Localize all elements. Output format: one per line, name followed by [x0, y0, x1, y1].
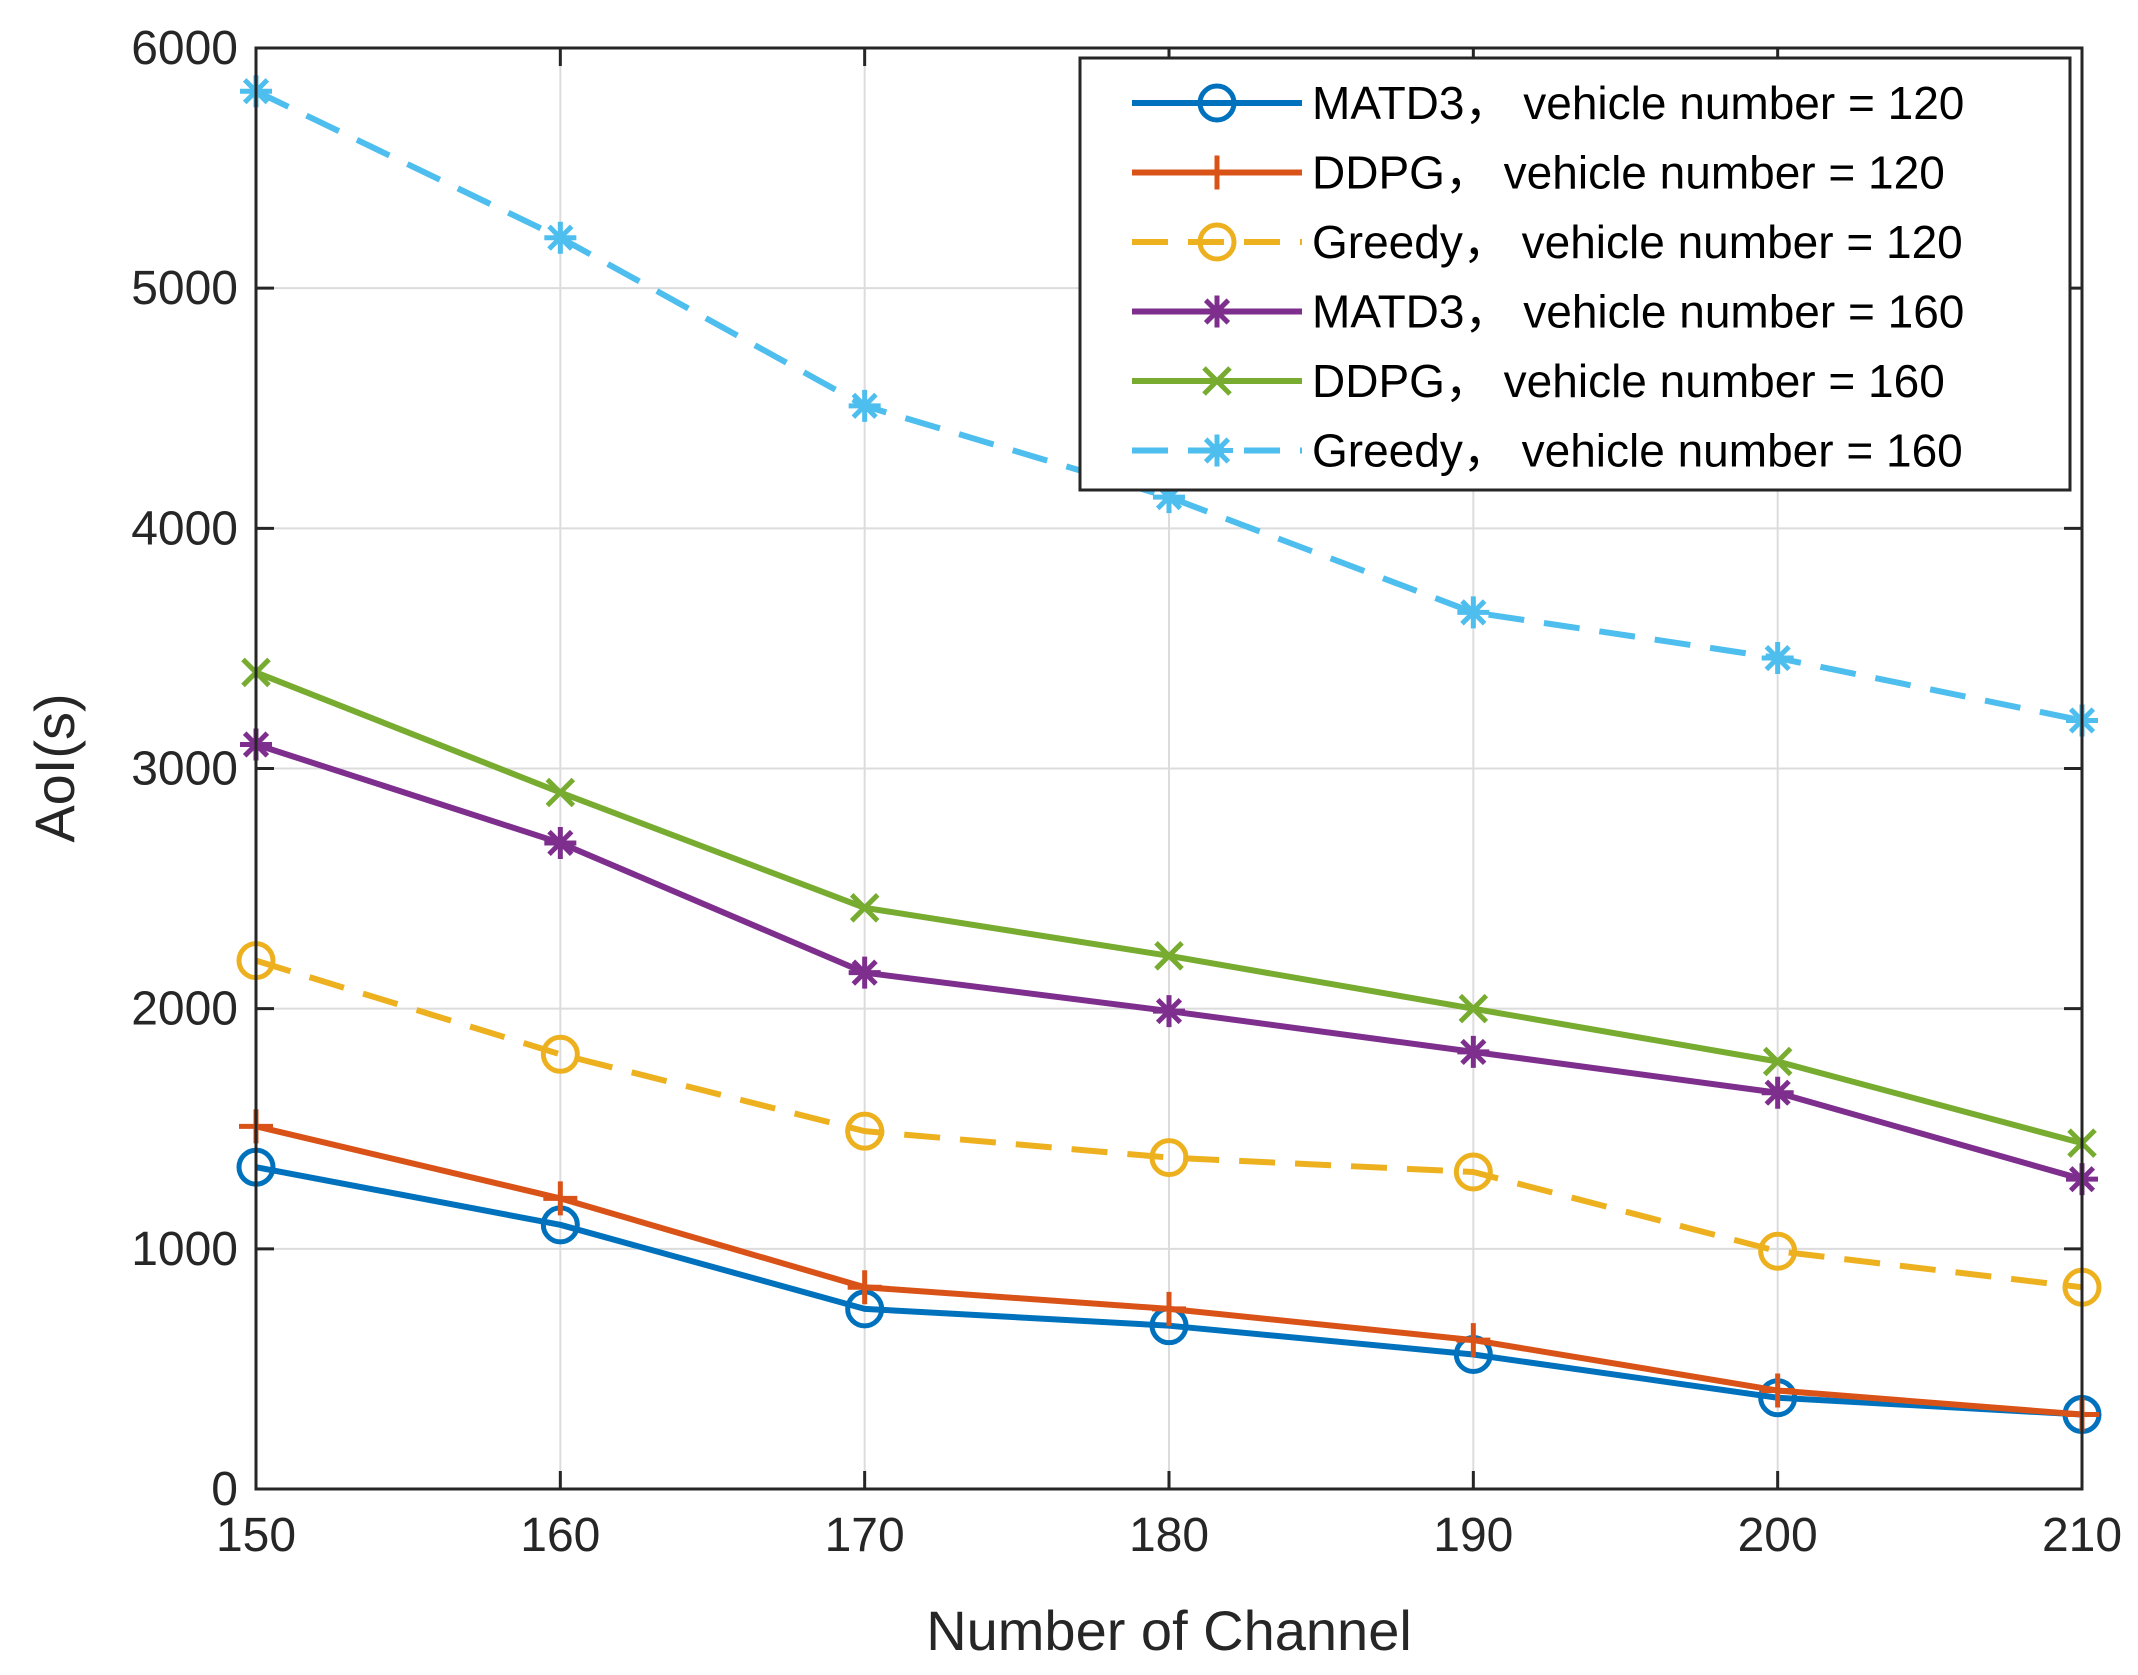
- legend-marker-5-shape: [1202, 366, 1232, 396]
- legend-entry-1: MATD3， vehicle number = 120: [1312, 77, 1964, 129]
- legend-entry-3: Greedy， vehicle number = 120: [1312, 216, 1963, 268]
- data-point-s6-4: [1153, 481, 1185, 514]
- data-point-s4-6-shape: [1761, 1076, 1794, 1109]
- data-point-s4-5-shape: [1457, 1035, 1490, 1068]
- series-group: [236, 75, 2102, 1435]
- data-point-s5-2-shape: [545, 777, 576, 808]
- legend-marker-2-shape: [1200, 155, 1234, 190]
- y-tick-label: 3000: [131, 743, 238, 796]
- data-point-s2-5: [1456, 1323, 1491, 1358]
- data-point-s6-6-shape: [1761, 642, 1794, 675]
- legend-marker-6-shape: [1201, 434, 1233, 467]
- y-tick-label: 6000: [131, 22, 238, 75]
- legend-entry-6: Greedy， vehicle number = 160: [1312, 425, 1963, 477]
- data-point-s6-4-shape: [1153, 481, 1185, 514]
- data-point-s3-6: [1758, 1231, 1798, 1271]
- data-point-s5-6: [1762, 1046, 1793, 1077]
- legend: MATD3， vehicle number = 120 DDPG， vehicle…: [1078, 56, 2072, 492]
- legend-entry-2: DDPG， vehicle number = 120: [1312, 147, 1945, 199]
- data-point-s2-5-shape: [1456, 1323, 1491, 1358]
- x-tick-label: 170: [825, 1509, 905, 1562]
- data-point-s3-6-shape: [1758, 1231, 1798, 1271]
- data-point-s4-6: [1761, 1076, 1794, 1109]
- legend-marker-3-shape: [1197, 222, 1237, 262]
- data-point-s4-4: [1153, 995, 1185, 1028]
- legend-marker-4-shape: [1201, 295, 1233, 328]
- data-point-s4-2-shape: [544, 826, 577, 859]
- data-point-s5-4-shape: [1154, 941, 1184, 971]
- data-point-s3-4: [1149, 1138, 1189, 1178]
- data-point-s2-4: [1152, 1291, 1186, 1326]
- legend-marker-2: [1200, 155, 1234, 190]
- data-point-s3-4-shape: [1149, 1138, 1189, 1178]
- data-point-s2-6-shape: [1760, 1373, 1795, 1408]
- data-point-s4-2: [544, 826, 577, 859]
- y-tick-label: 4000: [131, 502, 238, 555]
- data-point-s6-5-shape: [1457, 596, 1490, 629]
- legend-marker-6: [1201, 434, 1233, 467]
- data-point-s4-5: [1457, 1035, 1490, 1068]
- legend-entry-5: DDPG， vehicle number = 160: [1312, 355, 1945, 407]
- data-point-s2-4-shape: [1152, 1291, 1186, 1326]
- data-point-s3-5: [1453, 1152, 1493, 1192]
- legend-marker-1-shape: [1197, 83, 1237, 123]
- data-point-s6-2-shape: [544, 221, 577, 254]
- y-tick-label: 2000: [131, 983, 238, 1036]
- data-point-s6-3: [848, 389, 881, 422]
- data-point-s5-5: [1458, 993, 1489, 1024]
- data-point-s4-3: [848, 956, 881, 989]
- y-tick-label: 5000: [131, 262, 238, 315]
- data-point-s3-2: [540, 1034, 580, 1074]
- x-tick-label: 180: [1129, 1509, 1209, 1562]
- data-point-s5-5-shape: [1458, 993, 1489, 1024]
- x-axis-label: Number of Channel: [926, 1599, 1412, 1662]
- data-point-s6-5: [1457, 596, 1490, 629]
- data-point-s2-3: [847, 1270, 882, 1305]
- x-tick-label: 210: [2042, 1509, 2122, 1562]
- y-tick-label: 1000: [131, 1223, 238, 1276]
- data-point-s2-6: [1760, 1373, 1795, 1408]
- x-tick-label: 200: [1738, 1509, 1818, 1562]
- data-point-s5-2: [545, 777, 576, 808]
- data-point-s6-2: [544, 221, 577, 254]
- data-point-s2-3-shape: [847, 1270, 882, 1305]
- y-axis-label: AoI(s): [23, 693, 86, 842]
- legend-marker-5: [1202, 366, 1232, 396]
- x-tick-label: 160: [520, 1509, 600, 1562]
- data-point-s3-5-shape: [1453, 1152, 1493, 1192]
- data-point-s2-2: [543, 1181, 578, 1216]
- legend-marker-1: [1197, 83, 1237, 123]
- axis-ticks: 150 160 170 180 190 200 210 0 1000 2000 3000 4000 50…: [131, 22, 2122, 1562]
- legend-marker-3: [1197, 222, 1237, 262]
- data-point-s6-6: [1761, 642, 1794, 675]
- x-tick-label: 190: [1433, 1509, 1513, 1562]
- data-point-s3-3-shape: [845, 1111, 885, 1151]
- data-point-s5-6-shape: [1762, 1046, 1793, 1077]
- data-point-s5-4: [1154, 941, 1184, 971]
- data-point-s4-4-shape: [1153, 995, 1185, 1028]
- x-tick-label: 150: [216, 1509, 296, 1562]
- data-point-s6-3-shape: [848, 389, 881, 422]
- legend-marker-4: [1201, 295, 1233, 328]
- legend-entry-4: MATD3， vehicle number = 160: [1312, 286, 1964, 338]
- data-point-s3-3: [845, 1111, 885, 1151]
- data-point-s2-2-shape: [543, 1181, 578, 1216]
- data-point-s3-2-shape: [540, 1034, 580, 1074]
- data-point-s4-3-shape: [848, 956, 881, 989]
- y-tick-label: 0: [211, 1463, 238, 1516]
- data-point-s5-3-shape: [849, 893, 880, 923]
- data-point-s5-3: [849, 893, 880, 923]
- legend-box: [1078, 56, 2072, 492]
